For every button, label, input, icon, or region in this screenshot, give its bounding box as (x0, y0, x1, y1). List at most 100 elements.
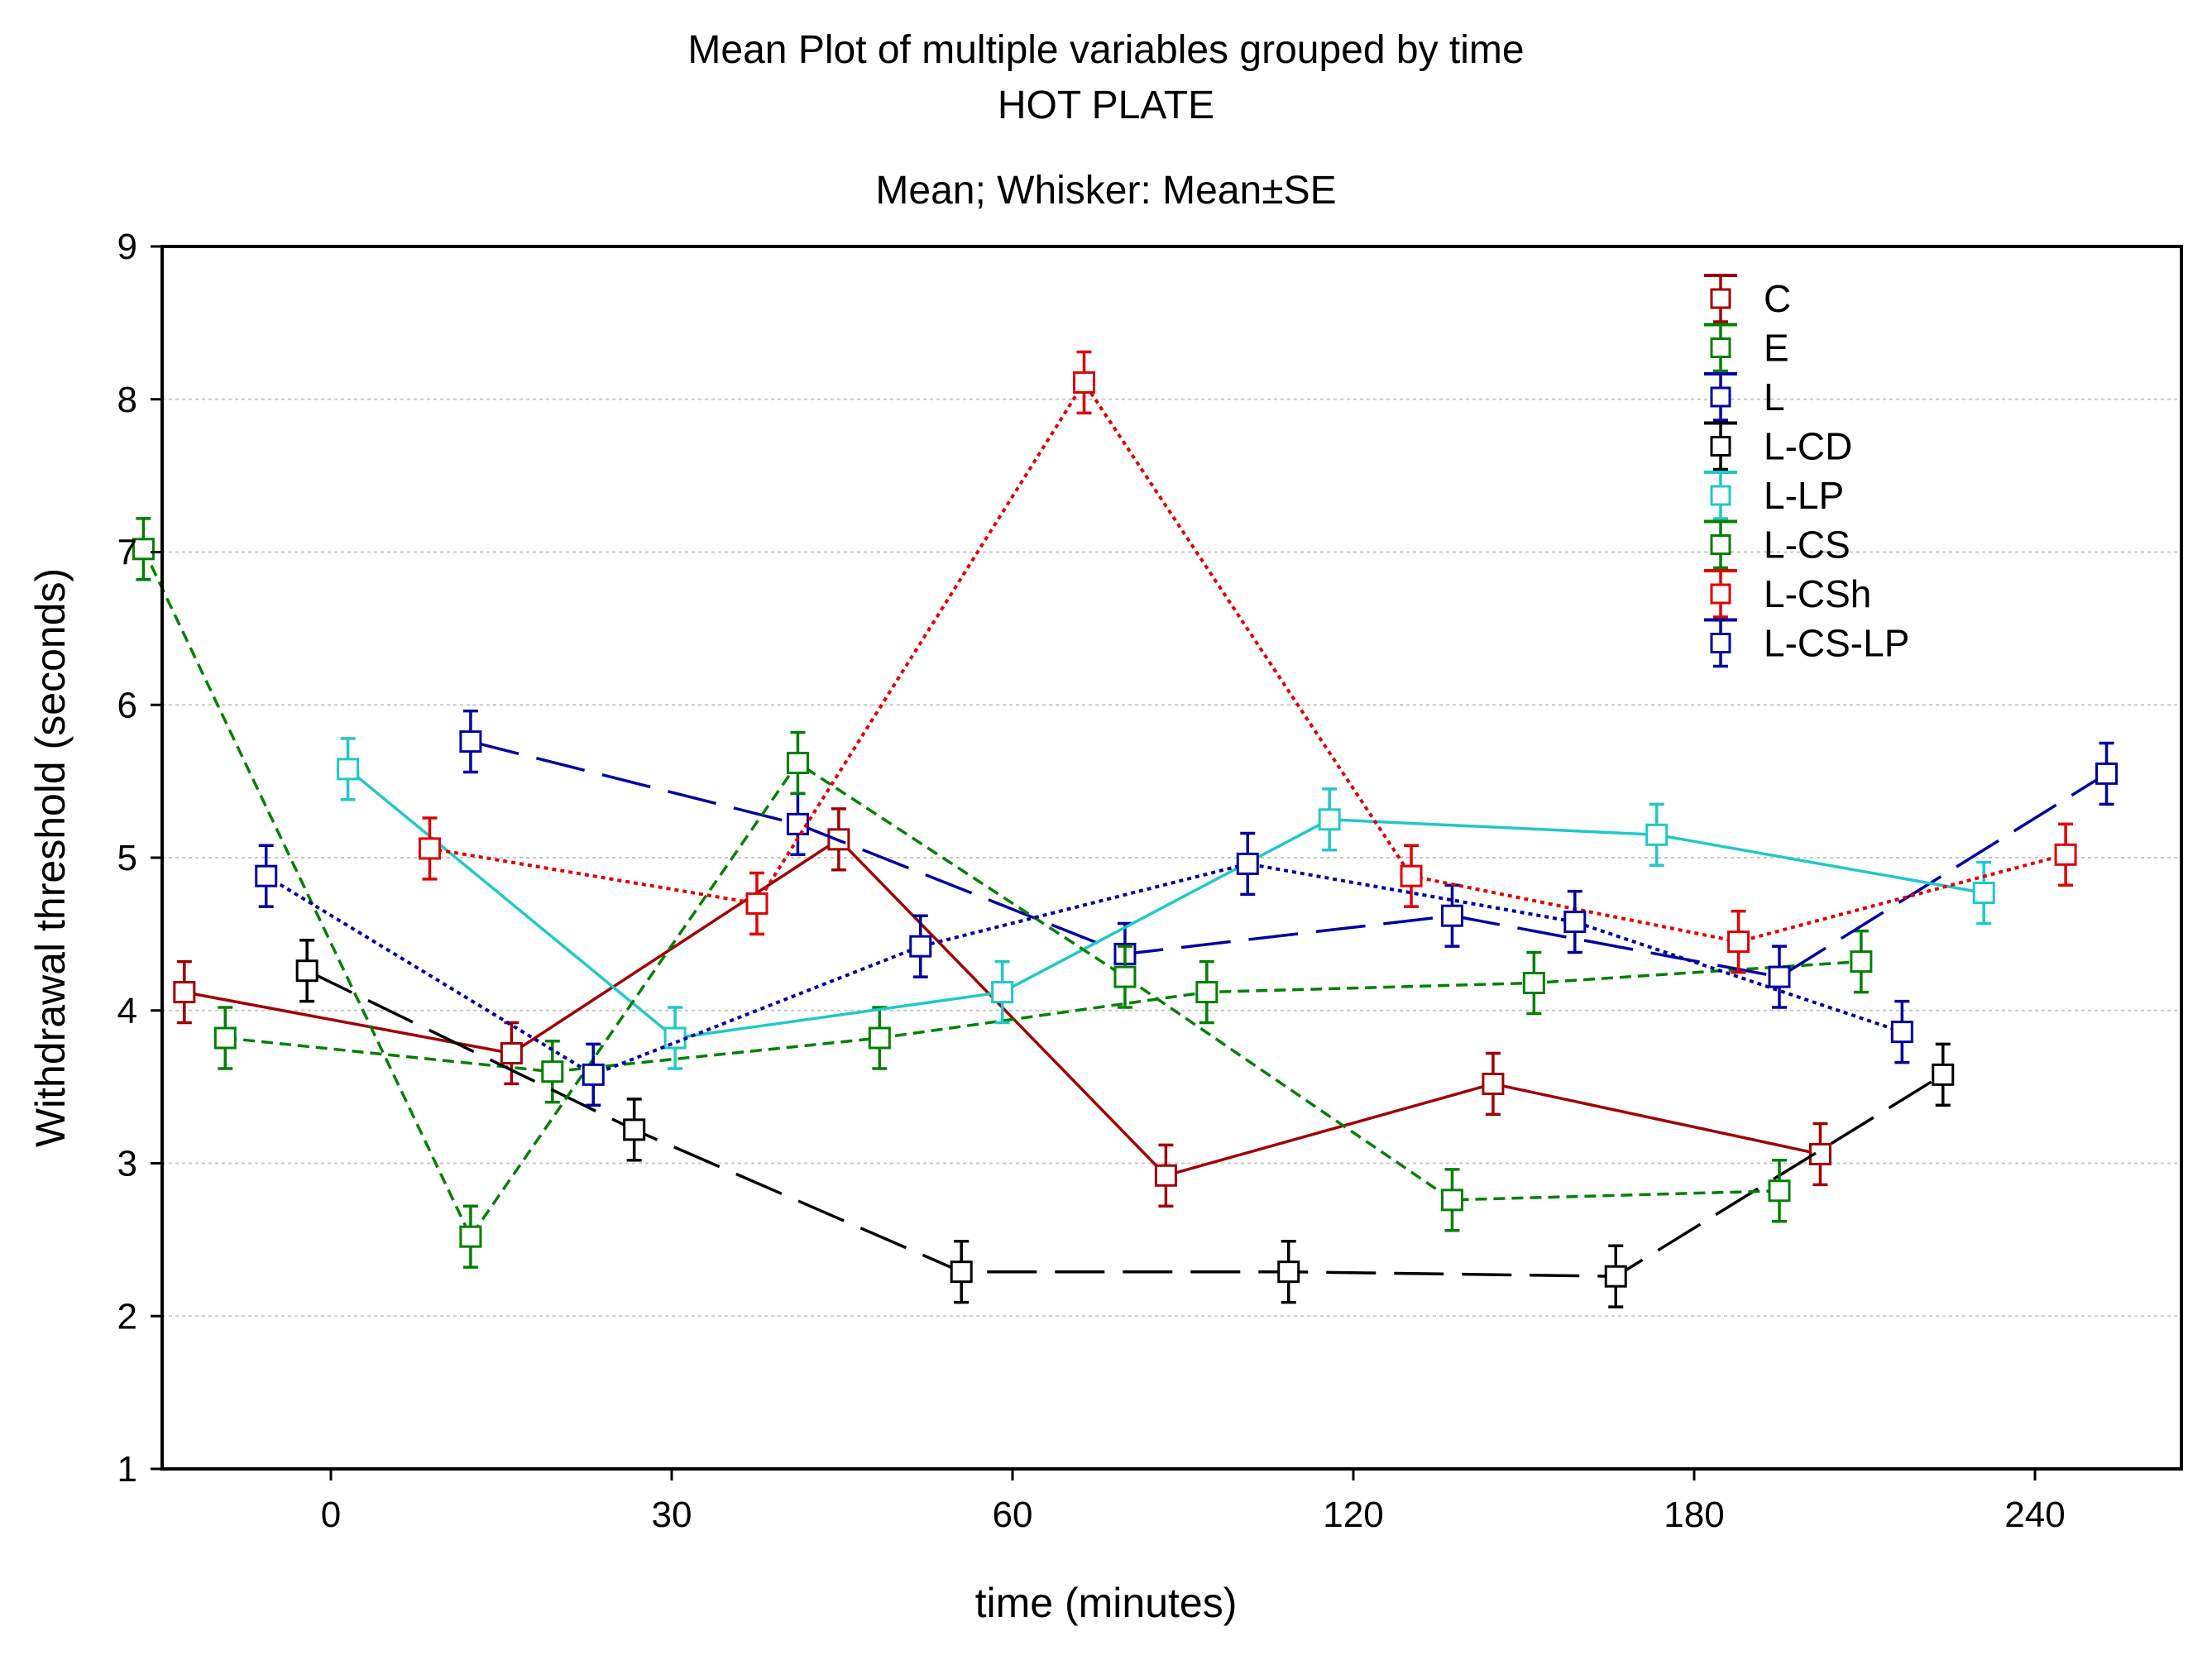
legend-label: L (1764, 375, 1785, 419)
x-tick-label: 240 (2004, 1495, 2065, 1535)
grid-lines (162, 398, 2181, 1318)
x-tick-label: 0 (321, 1495, 341, 1535)
y-tick-label: 1 (117, 1449, 137, 1490)
y-tick-label: 6 (117, 685, 137, 725)
legend-item-l-cs: L-CS (1704, 519, 1851, 570)
y-axis-label: Withdrawal threshold (seconds) (27, 568, 74, 1147)
series-e (213, 929, 1873, 1104)
data-point-marker (1318, 808, 1341, 831)
legend-swatch-marker (1710, 436, 1731, 457)
series-line (306, 969, 1944, 1278)
legend: CEL L-CD L-LP L-CS L-CSh L-CS-LP (1704, 274, 1909, 668)
legend-item-l: L (1704, 372, 1785, 422)
chart-title: Mean Plot of multiple variables grouped … (687, 28, 1524, 72)
data-point-marker (1932, 1063, 1955, 1086)
y-tick-label: 4 (117, 991, 137, 1031)
y-tick-label: 3 (117, 1144, 137, 1184)
series-layer (132, 350, 2119, 1308)
data-point-marker (745, 892, 768, 915)
data-point-marker (1850, 950, 1873, 973)
legend-swatch-marker (1710, 633, 1731, 653)
data-point-marker (459, 730, 482, 753)
legend-swatch-marker (1710, 534, 1731, 555)
data-point-marker (132, 538, 155, 561)
legend-label: L-CS-LP (1764, 622, 1909, 665)
data-point-marker (1727, 930, 1750, 954)
series-line (141, 548, 1780, 1240)
legend-label: L-CS (1764, 524, 1851, 567)
data-point-marker (500, 1041, 523, 1064)
data-point-marker (1400, 864, 1423, 887)
data-point-marker (1073, 371, 1096, 394)
series-l-lp (337, 737, 1995, 1070)
legend-item-l-csh: L-CSh (1704, 569, 1871, 619)
data-point-marker (868, 1026, 891, 1050)
x-tick-label: 120 (1323, 1495, 1383, 1535)
legend-item-c: C (1704, 274, 1791, 323)
data-point-marker (1645, 823, 1669, 846)
data-point-marker (1195, 981, 1219, 1004)
data-point-marker (459, 1225, 482, 1248)
data-point-marker (255, 864, 278, 887)
data-point-marker (1522, 971, 1545, 994)
data-point-marker (1236, 852, 1259, 875)
series-line (225, 959, 1862, 1074)
legend-label: C (1764, 277, 1791, 320)
data-point-marker (786, 812, 809, 835)
data-point-marker (213, 1026, 237, 1050)
series-l-cs-lp (255, 831, 1913, 1107)
data-point-marker (1154, 1164, 1177, 1187)
x-tick-label: 180 (1664, 1495, 1724, 1535)
y-tick-label: 8 (117, 380, 137, 420)
axes: 1 2 3 4 5 6 7 8 9 0 30 60 120 180 240 (117, 227, 2066, 1535)
legend-swatch-marker (1710, 485, 1731, 506)
x-tick-label: 30 (652, 1495, 692, 1535)
data-point-marker (337, 758, 360, 781)
series-line (265, 862, 1903, 1077)
legend-item-l-cs-lp: L-CS-LP (1704, 618, 1909, 668)
data-point-marker (827, 828, 850, 851)
y-tick-label: 9 (117, 227, 137, 267)
data-point-marker (909, 935, 932, 958)
data-point-marker (950, 1260, 973, 1284)
data-point-marker (2095, 762, 2119, 785)
series-line (429, 379, 2066, 944)
data-point-marker (295, 959, 318, 983)
data-point-marker (2054, 843, 2077, 866)
y-tick-label: 2 (117, 1296, 137, 1337)
x-axis-label: time (minutes) (975, 1580, 1238, 1626)
data-point-marker (173, 981, 196, 1004)
legend-item-e: E (1704, 323, 1789, 373)
data-point-marker (1768, 1179, 1791, 1203)
data-point-marker (1440, 904, 1463, 927)
data-point-marker (418, 837, 441, 860)
legend-label: E (1764, 327, 1789, 370)
data-point-marker (991, 981, 1014, 1004)
data-point-marker (1113, 965, 1137, 988)
data-point-marker (1768, 965, 1791, 988)
series-l-csh (418, 350, 2077, 974)
data-point-marker (1604, 1265, 1627, 1288)
x-tick-label: 60 (993, 1495, 1033, 1535)
y-tick-label: 5 (117, 838, 137, 878)
data-point-marker (786, 751, 809, 774)
legend-swatch-marker (1710, 337, 1731, 358)
legend-swatch-marker (1710, 386, 1731, 408)
chart-subtitle-whisker: Mean; Whisker: Mean±SE (875, 169, 1336, 213)
data-point-marker (541, 1060, 564, 1083)
data-point-marker (1277, 1260, 1300, 1284)
y-tick-label: 7 (117, 533, 137, 573)
series-l-cs (132, 517, 1791, 1269)
series-line (347, 768, 1985, 1040)
data-point-marker (1890, 1021, 1913, 1044)
legend-item-l-cd: L-CD (1704, 421, 1852, 471)
data-point-marker (1972, 881, 1995, 904)
legend-swatch-marker (1710, 288, 1731, 309)
series-l-cd (295, 939, 1955, 1308)
legend-item-l-lp: L-LP (1704, 471, 1844, 520)
data-point-marker (1440, 1189, 1463, 1212)
legend-label: L-LP (1764, 474, 1844, 517)
series-l (459, 709, 2119, 1009)
